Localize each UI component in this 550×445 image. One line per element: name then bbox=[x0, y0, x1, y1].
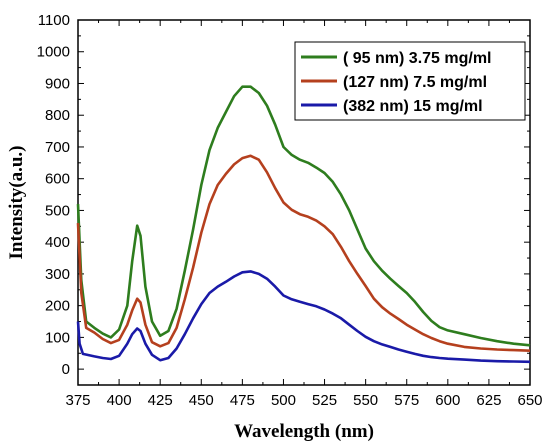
y-tick-label: 0 bbox=[62, 361, 70, 378]
x-tick-label: 625 bbox=[476, 392, 501, 409]
y-tick-label: 700 bbox=[45, 139, 70, 156]
legend: ( 95 nm) 3.75 mg/ml (127 nm) 7.5 mg/ml (38… bbox=[294, 41, 526, 121]
y-tick-label: 500 bbox=[45, 202, 70, 219]
x-tick-label: 575 bbox=[394, 392, 419, 409]
x-tick-label: 650 bbox=[517, 392, 542, 409]
y-tick-label: 200 bbox=[45, 298, 70, 315]
y-tick-label: 1100 bbox=[38, 12, 70, 29]
x-tick-label: 525 bbox=[312, 392, 337, 409]
x-tick-label: 450 bbox=[189, 392, 214, 409]
x-tick-label: 375 bbox=[65, 392, 90, 409]
series-line-1 bbox=[76, 85, 531, 347]
x-axis-title: Wavelength (nm) bbox=[234, 421, 374, 442]
y-tick-label: 1000 bbox=[37, 44, 70, 61]
y-tick-label: 400 bbox=[45, 234, 70, 251]
x-tick-label: 500 bbox=[271, 392, 296, 409]
y-tick-label: 600 bbox=[45, 171, 70, 188]
y-tick-label: 900 bbox=[45, 75, 70, 92]
legend-label-3: (382 nm) 15 mg/ml bbox=[343, 98, 483, 115]
series-line-2 bbox=[76, 154, 531, 352]
y-tick-label: 100 bbox=[45, 329, 70, 346]
y-axis: 0 100 200 300 400 500 600 700 800 900 1000 1100 bbox=[37, 12, 530, 378]
x-tick-label: 400 bbox=[107, 392, 132, 409]
x-tick-label: 475 bbox=[230, 392, 255, 409]
legend-label-1: ( 95 nm) 3.75 mg/ml bbox=[343, 50, 492, 67]
x-axis: 375 400 425 450 475 500 525 550 575 600 625 650 bbox=[65, 20, 543, 409]
y-tick-label: 800 bbox=[45, 107, 70, 124]
series-line-3 bbox=[76, 270, 531, 364]
series-lines bbox=[76, 85, 531, 364]
y-tick-label: 300 bbox=[45, 266, 70, 283]
x-tick-label: 600 bbox=[435, 392, 460, 409]
legend-label-2: (127 nm) 7.5 mg/ml bbox=[343, 74, 487, 91]
y-axis-title: Intensity(a.u.) bbox=[6, 145, 27, 259]
x-tick-label: 550 bbox=[353, 392, 378, 409]
x-tick-label: 425 bbox=[148, 392, 173, 409]
